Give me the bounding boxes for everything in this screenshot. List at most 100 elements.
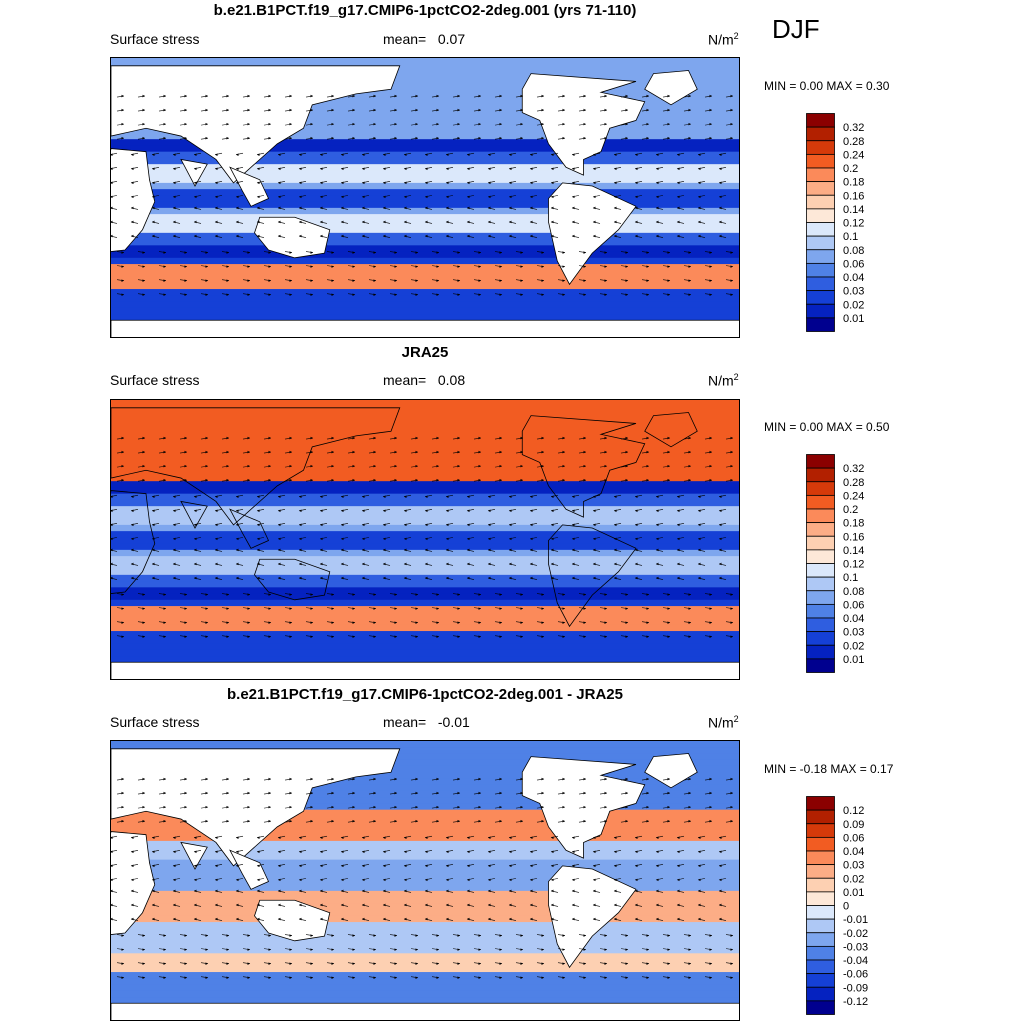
stress-arrow-head xyxy=(572,562,575,566)
stress-arrow-head xyxy=(341,537,344,541)
stress-arrow-head xyxy=(278,181,281,185)
stress-arrow-head xyxy=(656,509,659,513)
stress-arrow-head xyxy=(646,108,649,112)
stress-arrow-head xyxy=(478,478,481,482)
stress-arrow-head xyxy=(352,478,355,482)
stress-arrow-head xyxy=(425,234,428,238)
stress-arrow-head xyxy=(709,94,712,98)
stress-arrow-head xyxy=(688,962,691,965)
landmass-africa xyxy=(111,831,156,935)
stress-arrow-head xyxy=(425,509,428,513)
stress-arrow-head xyxy=(215,562,218,566)
stress-arrow-head xyxy=(478,777,481,781)
stress-arrow-head xyxy=(289,108,292,112)
stress-arrow-head xyxy=(215,889,218,893)
stress-arrow-head xyxy=(121,976,124,980)
stress-arrow-head xyxy=(257,889,260,893)
colorbar-swatch xyxy=(806,959,835,975)
stress-arrow-head xyxy=(205,791,208,795)
colorbar-tick-label: 0.04 xyxy=(843,613,864,625)
stress-arrow-head xyxy=(425,167,428,171)
stress-arrow-head xyxy=(730,962,733,965)
stress-arrow-head xyxy=(341,548,344,552)
stress-arrow-head xyxy=(163,450,166,454)
stress-arrow-head xyxy=(646,948,649,951)
stress-band xyxy=(111,487,739,495)
stress-arrow-head xyxy=(310,251,313,254)
stress-arrow-head xyxy=(688,621,691,624)
stress-arrow-head xyxy=(257,509,260,513)
stress-arrow-head xyxy=(341,234,344,238)
stress-arrow-head xyxy=(289,265,292,268)
stress-arrow-head xyxy=(520,279,523,282)
stress-arrow-head xyxy=(341,509,344,513)
stress-arrow-head xyxy=(520,948,523,951)
colorbar-swatch xyxy=(806,877,835,893)
stress-arrow-head xyxy=(709,108,712,112)
stress-arrow-head xyxy=(320,220,323,224)
stress-arrow-head xyxy=(446,576,449,580)
stress-arrow-head xyxy=(383,576,386,580)
stress-arrow-head xyxy=(173,509,176,513)
stress-arrow-head xyxy=(247,805,250,809)
stress-arrow-head xyxy=(541,265,544,268)
stress-arrow-head xyxy=(289,122,292,126)
stress-arrow-head xyxy=(562,621,565,624)
colorbar-tick-label: 0.24 xyxy=(843,490,864,502)
landmass-antarctica xyxy=(111,1002,739,1020)
stress-arrow-head xyxy=(341,220,344,224)
colorbar-tick-label: 0.01 xyxy=(843,313,864,325)
stress-arrow-head xyxy=(499,478,502,482)
stress-arrow-head xyxy=(541,478,544,482)
stress-arrow-head xyxy=(572,576,575,580)
stress-arrow-head xyxy=(394,593,397,596)
stress-arrow-head xyxy=(572,509,575,513)
stress-arrow-head xyxy=(142,136,145,140)
stress-arrow-head xyxy=(583,607,586,610)
stress-arrow-head xyxy=(226,607,229,610)
stress-arrow-head xyxy=(698,576,701,580)
stress-arrow-head xyxy=(562,265,565,268)
stress-arrow-head xyxy=(173,850,176,854)
stress-arrow-head xyxy=(646,265,649,268)
stress-arrow-head xyxy=(331,607,334,610)
stress-arrow-head xyxy=(551,878,554,882)
stress-arrow-head xyxy=(467,220,470,224)
stress-arrow-head xyxy=(656,864,659,868)
stress-arrow-head xyxy=(530,206,533,210)
colorbar-swatch xyxy=(806,126,835,142)
stress-arrow-head xyxy=(268,621,271,624)
panel-2-minmax: MIN = 0.00 MAX = 0.50 xyxy=(764,420,890,434)
stress-arrow-head xyxy=(194,206,197,210)
stress-arrow-head xyxy=(488,850,491,854)
stress-arrow-head xyxy=(341,903,344,907)
stress-arrow-head xyxy=(604,635,607,639)
landmass-india xyxy=(180,841,208,870)
stress-arrow-head xyxy=(173,495,176,499)
stress-arrow-head xyxy=(142,450,145,454)
stress-arrow-head xyxy=(320,495,323,499)
stress-arrow-head xyxy=(111,495,113,499)
stress-arrow-head xyxy=(520,94,523,98)
stress-band xyxy=(111,239,739,246)
colorbar-swatch xyxy=(806,918,835,934)
stress-arrow-head xyxy=(593,206,596,210)
stress-arrow-head xyxy=(394,607,397,610)
colorbar-swatch xyxy=(806,494,835,510)
stress-band xyxy=(111,815,739,823)
stress-arrow-head xyxy=(688,791,691,795)
stress-arrow-head xyxy=(184,934,187,937)
stress-arrow-head xyxy=(646,450,649,454)
stress-arrow-head xyxy=(331,635,334,639)
stress-arrow-head xyxy=(625,450,628,454)
stress-band xyxy=(111,581,739,588)
stress-arrow-head xyxy=(352,251,355,254)
stress-arrow-head xyxy=(530,917,533,921)
stress-arrow-head xyxy=(467,878,470,882)
stress-arrow-head xyxy=(362,234,365,238)
stress-arrow-head xyxy=(320,864,323,868)
stress-arrow-head xyxy=(352,108,355,112)
stress-band xyxy=(111,295,739,303)
panel-3-units: N/m2 xyxy=(708,714,739,731)
stress-arrow-head xyxy=(520,450,523,454)
